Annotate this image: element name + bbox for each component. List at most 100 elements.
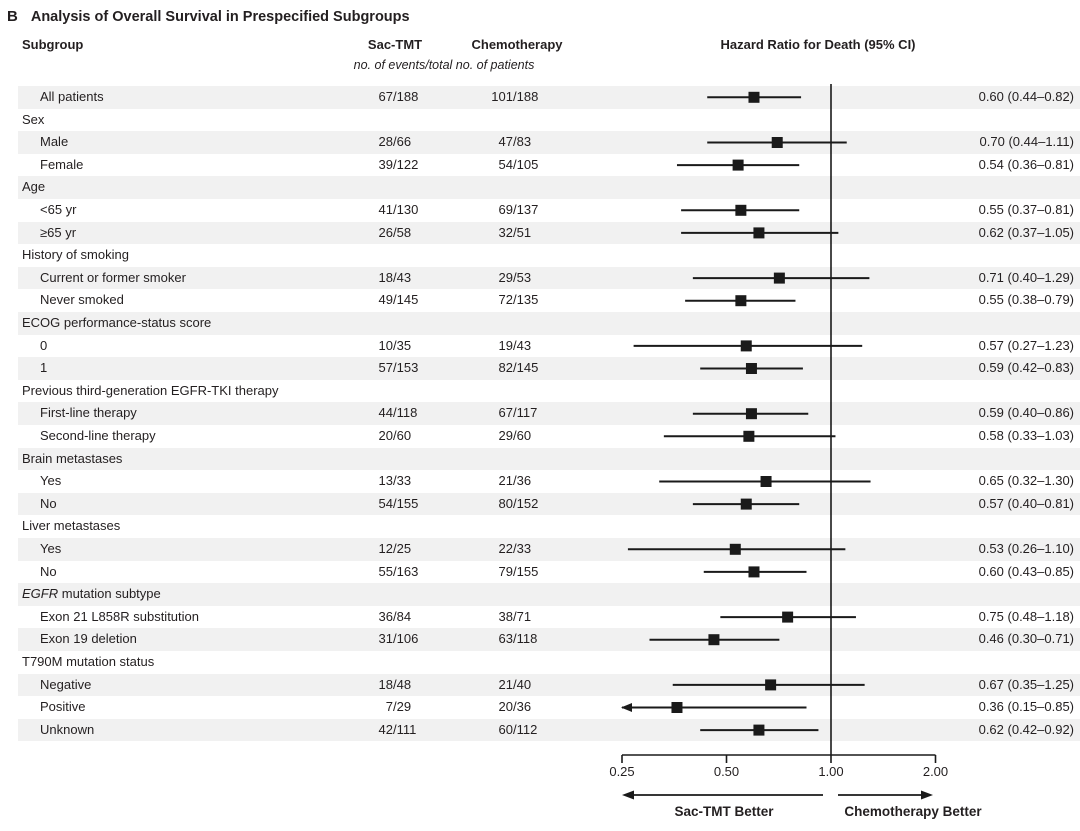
subgroup-label: Current or former smoker bbox=[40, 269, 186, 285]
sac-tmt-value: 49/145 bbox=[378, 292, 419, 308]
hazard-ratio-value: 0.55 (0.37–0.81) bbox=[978, 202, 1074, 217]
chemotherapy-value: 22/33 bbox=[498, 541, 532, 556]
row-band bbox=[18, 628, 1080, 651]
chemotherapy-value: 101/188 bbox=[491, 89, 539, 104]
subgroup-label: 1 bbox=[40, 360, 48, 376]
sac-tmt-value: 26/58 bbox=[378, 224, 412, 240]
chemotherapy-value: 19/43 bbox=[498, 337, 532, 353]
row-band bbox=[18, 402, 1080, 425]
subgroup-label: Exon 19 deletion bbox=[40, 631, 137, 647]
chemotherapy-value: 69/137 bbox=[498, 202, 539, 217]
hazard-ratio-value: 0.54 (0.36–0.81) bbox=[978, 156, 1074, 172]
row-band bbox=[18, 131, 1080, 154]
hazard-ratio-value: 0.65 (0.32–1.30) bbox=[978, 473, 1074, 489]
figure-title: B Analysis of Overall Survival in Prespec… bbox=[7, 8, 410, 25]
subgroup-label: Second-line therapy bbox=[40, 428, 156, 443]
hazard-ratio-value: 0.59 (0.42–0.83) bbox=[978, 360, 1074, 376]
chemotherapy-value: 29/60 bbox=[498, 428, 532, 443]
sac-tmt-value: 31/106 bbox=[378, 631, 419, 647]
chemotherapy-value: 32/51 bbox=[498, 224, 532, 240]
row-band bbox=[18, 244, 1080, 267]
axis-tick-0.25: 0.25 bbox=[609, 764, 635, 779]
hazard-ratio-value: 0.36 (0.15–0.85) bbox=[978, 699, 1074, 715]
sac-tmt-value: 67/188 bbox=[378, 89, 419, 104]
axis-tick-0.50: 0.50 bbox=[713, 764, 740, 779]
chemotherapy-value: 29/53 bbox=[498, 269, 532, 285]
row-band bbox=[18, 109, 1080, 132]
sac-tmt-value: 36/84 bbox=[378, 608, 412, 624]
axis-tick-1.00: 1.00 bbox=[818, 764, 844, 779]
row-band bbox=[18, 651, 1080, 674]
hazard-ratio-value: 0.57 (0.40–0.81) bbox=[978, 495, 1074, 511]
chemotherapy-value: 79/155 bbox=[498, 563, 539, 579]
row-band bbox=[18, 312, 1080, 335]
subgroup-label: T790M mutation status bbox=[22, 654, 155, 669]
row-band bbox=[18, 357, 1080, 380]
sac-tmt-value: 20/60 bbox=[378, 428, 412, 443]
subgroup-label: Yes bbox=[40, 541, 62, 556]
sac-tmt-value: 55/163 bbox=[378, 563, 419, 579]
sac-tmt-value: 54/155 bbox=[378, 495, 419, 511]
hazard-ratio-value: 0.71 (0.40–1.29) bbox=[978, 269, 1074, 285]
chemotherapy-value: 63/118 bbox=[498, 631, 538, 647]
row-band bbox=[18, 583, 1080, 606]
chemotherapy-value: 21/40 bbox=[498, 676, 532, 692]
subgroup-label: Unknown bbox=[40, 721, 95, 737]
row-band bbox=[18, 176, 1080, 199]
row-band bbox=[18, 538, 1080, 561]
row-band bbox=[18, 266, 1080, 290]
hazard-ratio-value: 0.60 (0.44–0.82) bbox=[978, 89, 1074, 104]
subgroup-label: Male bbox=[40, 134, 69, 150]
chemotherapy-value: 80/152 bbox=[498, 495, 539, 511]
sac-tmt-value: 18/43 bbox=[378, 269, 412, 285]
subgroup-label: Negative bbox=[40, 676, 92, 692]
panel-letter: B bbox=[7, 8, 18, 25]
subgroup-label: No bbox=[40, 495, 57, 511]
chemotherapy-value: 21/36 bbox=[498, 473, 532, 489]
subgroup-label: EGFR mutation subtype bbox=[22, 586, 161, 602]
subgroup-label: Never smoked bbox=[40, 292, 124, 308]
subgroup-label: Liver metastases bbox=[22, 518, 121, 534]
hazard-ratio-value: 0.62 (0.42–0.92) bbox=[978, 721, 1074, 737]
sac-tmt-value: 42/111 bbox=[378, 721, 417, 737]
column-header-hazard-ratio: Hazard Ratio for Death (95% CI) bbox=[720, 37, 916, 52]
subgroup-label: Age bbox=[22, 179, 46, 195]
hazard-ratio-value: 0.62 (0.37–1.05) bbox=[978, 224, 1074, 240]
chemotherapy-value: 60/112 bbox=[498, 721, 538, 737]
row-band bbox=[18, 221, 1080, 245]
subgroup-label: Positive bbox=[40, 699, 86, 715]
events-note: no. of events/total no. of patients bbox=[353, 58, 535, 72]
subgroup-label: No bbox=[40, 563, 57, 579]
sac-tmt-value: 12/25 bbox=[378, 541, 412, 556]
sac-tmt-value: 18/48 bbox=[378, 676, 412, 692]
hazard-ratio-value: 0.46 (0.30–0.71) bbox=[978, 631, 1074, 647]
column-header-subgroup: Subgroup bbox=[22, 37, 84, 52]
sac-tmt-value: 44/118 bbox=[378, 405, 418, 421]
row-band bbox=[18, 673, 1080, 697]
sac-tmt-value: 41/130 bbox=[378, 202, 419, 217]
hazard-ratio-value: 0.55 (0.38–0.79) bbox=[978, 292, 1074, 308]
subgroup-label: Exon 21 L858R substitution bbox=[40, 608, 199, 624]
column-header-sac-tmt: Sac-TMT bbox=[367, 37, 423, 52]
chemotherapy-value: 54/105 bbox=[498, 156, 539, 172]
title-text: Analysis of Overall Survival in Prespeci… bbox=[30, 9, 410, 25]
subgroup-label: First-line therapy bbox=[40, 405, 137, 421]
sac-tmt-value: 13/33 bbox=[378, 473, 412, 489]
hazard-ratio-value: 0.70 (0.44–1.11) bbox=[979, 134, 1074, 150]
row-band bbox=[18, 515, 1080, 538]
hazard-ratio-value: 0.75 (0.48–1.18) bbox=[978, 608, 1074, 624]
subgroup-label: Sex bbox=[22, 111, 45, 127]
sac-tmt-value: 10/35 bbox=[378, 337, 412, 353]
subgroup-label: All patients bbox=[40, 89, 104, 104]
subgroup-label: Previous third-generation EGFR-TKI thera… bbox=[22, 382, 279, 398]
subgroup-label: 0 bbox=[40, 337, 48, 353]
subgroup-label: Yes bbox=[40, 473, 62, 489]
hazard-ratio-value: 0.67 (0.35–1.25) bbox=[978, 676, 1074, 692]
hazard-ratio-value: 0.58 (0.33–1.03) bbox=[978, 428, 1074, 443]
hazard-ratio-value: 0.53 (0.26–1.10) bbox=[978, 541, 1074, 556]
row-band bbox=[18, 86, 1080, 109]
subgroup-label: ECOG performance-status score bbox=[22, 315, 212, 330]
hazard-ratio-value: 0.60 (0.43–0.85) bbox=[978, 563, 1074, 579]
subgroup-label: History of smoking bbox=[22, 247, 129, 263]
